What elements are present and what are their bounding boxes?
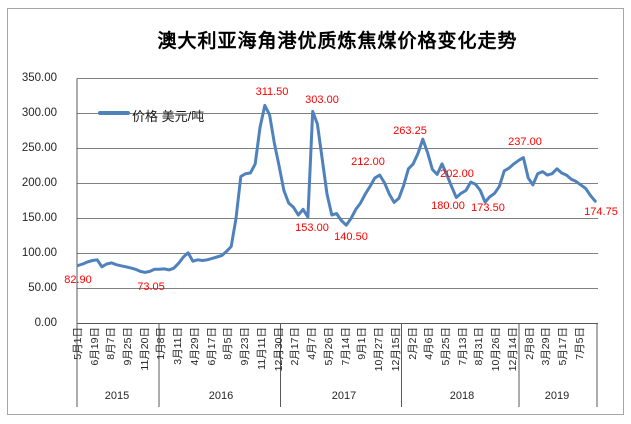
chart-title: 澳大利亚海角港优质炼焦煤价格变化走势: [157, 31, 518, 52]
y-axis-tick-label: 100.00: [21, 246, 57, 259]
x-axis-tick-label: 10月27日: [373, 327, 386, 372]
x-axis-tick-label: 7月5日: [573, 327, 586, 360]
data-point-label: 311.50: [255, 86, 289, 98]
x-axis-tick-label: 3月29日: [540, 327, 553, 366]
y-axis-tick-label: 150.00: [21, 211, 57, 224]
x-axis-year-label: 2015: [104, 390, 130, 402]
x-axis-tick-label: 9月25日: [122, 327, 134, 366]
x-axis-year-label: 2017: [331, 390, 357, 402]
x-axis-tick-label: 5月25日: [439, 327, 452, 366]
x-axis-tick-label: 2月8日: [523, 327, 536, 360]
x-axis-year-label: 2019: [544, 390, 570, 402]
x-axis-tick-label: 5月26日: [322, 327, 335, 366]
x-axis-tick-label: 6月17日: [205, 327, 218, 366]
y-axis-tick-label: 50.00: [28, 281, 57, 294]
x-axis-tick-label: 6月19日: [88, 327, 101, 366]
x-axis-tick-label: 7月13日: [456, 327, 469, 366]
x-axis-tick-label: 5月1日: [71, 327, 84, 360]
data-point-label: 202.00: [440, 168, 474, 180]
x-axis-tick-label: 11月11日: [255, 327, 268, 370]
x-axis-tick-label: 2月2日: [406, 327, 419, 360]
x-axis-tick-label: 8月31日: [473, 327, 486, 366]
data-point-label: 140.50: [334, 231, 368, 243]
x-axis-year-label: 2016: [208, 390, 234, 402]
y-axis-tick-label: 250.00: [21, 141, 57, 154]
data-point-label: 180.00: [431, 200, 465, 212]
x-axis-tick-label: 8月7日: [105, 327, 118, 360]
y-axis-tick-label: 200.00: [21, 176, 57, 189]
x-axis-tick-label: 7月14日: [339, 327, 352, 366]
data-point-label: 303.00: [305, 94, 339, 106]
x-axis-tick-label: 9月23日: [239, 327, 252, 366]
x-axis-tick-label: 12月14日: [506, 327, 519, 372]
chart-frame: [7, 8, 624, 415]
x-axis-tick-label: 5月17日: [557, 327, 570, 366]
data-point-label: 174.75: [584, 206, 618, 218]
y-axis-tick-label: 0.00: [34, 316, 57, 329]
x-axis-year-label: 2018: [449, 390, 475, 402]
y-axis-tick-label: 300.00: [21, 106, 57, 119]
data-point-label: 73.05: [137, 281, 165, 293]
data-point-label: 153.00: [295, 222, 329, 234]
y-axis-tick-label: 350.00: [21, 71, 57, 84]
data-point-label: 173.50: [471, 202, 505, 214]
x-axis-tick-label: 11月20日: [138, 327, 151, 371]
x-axis-tick-label: 12月15日: [389, 327, 402, 372]
price-series-line: [76, 103, 597, 274]
x-axis-tick-label: 4月29日: [188, 327, 201, 366]
legend-label: 价格 美元/吨: [132, 109, 205, 124]
x-axis-tick-label: 3月11日: [172, 327, 185, 365]
x-axis-tick-label: 10月26日: [490, 327, 503, 372]
x-axis-tick-label: 8月5日: [222, 327, 235, 360]
x-axis-tick-label: 4月7日: [306, 327, 319, 360]
data-point-label: 263.25: [393, 125, 427, 137]
x-axis-tick-label: 9月1日: [356, 327, 369, 360]
data-point-label: 237.00: [508, 136, 542, 148]
data-point-label: 82.90: [64, 274, 92, 286]
data-point-label: 212.00: [351, 156, 385, 168]
x-axis-tick-label: 2月17日: [289, 327, 302, 366]
x-axis-tick-label: 12月30日: [272, 327, 285, 372]
x-axis-tick-label: 1月8日: [155, 327, 168, 360]
x-axis-tick-label: 4月6日: [423, 327, 436, 360]
